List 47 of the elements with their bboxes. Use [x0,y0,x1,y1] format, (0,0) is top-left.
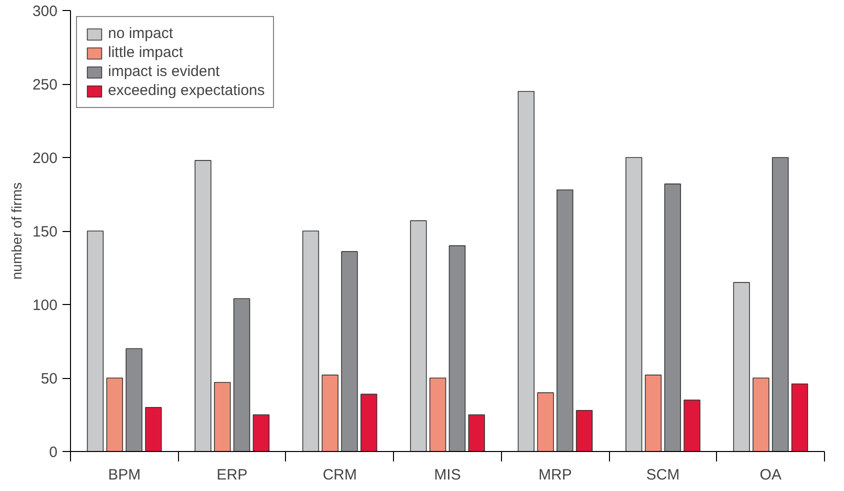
bar [86,230,104,452]
bar [733,282,750,452]
x-tick-label: ERP [216,466,248,484]
bar [664,184,681,452]
y-tick-label: 250 [32,76,58,94]
bar [302,230,320,452]
bar [752,378,770,452]
y-tick-label: 150 [32,224,58,240]
y-tick-label: 0 [49,444,58,461]
y-tick-label: 50 [40,370,58,388]
x-tick-label: BPM [108,466,141,484]
y-axis-title: number of firms [8,182,24,280]
x-tick-label: MIS [434,466,461,484]
bar [537,392,554,452]
bar [429,378,446,452]
legend-label: little impact [108,44,184,61]
legend-label: impact is evident [108,63,220,80]
bar [468,414,485,452]
bar [556,189,574,452]
y-tick-label: 300 [32,3,58,20]
x-tick-label: OA [760,466,782,484]
bar [518,90,534,452]
bar [360,394,378,452]
bar [214,382,231,452]
bar [684,400,700,452]
legend-label: exceeding expectations [108,82,265,99]
bar [106,378,124,452]
bar [145,407,162,452]
bar [233,298,250,452]
bar [252,414,270,452]
x-tick-label: SCM [646,466,680,484]
x-tick-label: CRM [322,466,357,484]
bar [194,160,212,452]
x-tick-label: MRP [538,466,572,484]
bar [126,348,142,452]
bar [448,245,466,452]
y-tick-label: 100 [32,297,58,314]
bar [625,157,642,452]
bar [341,251,358,452]
legend-label: no impact [108,25,174,42]
y-tick-label: 200 [32,150,58,167]
bar [772,157,789,452]
bar [644,374,662,452]
bar [576,410,593,452]
bar [322,374,338,452]
bar [410,220,427,452]
bar [791,383,808,452]
